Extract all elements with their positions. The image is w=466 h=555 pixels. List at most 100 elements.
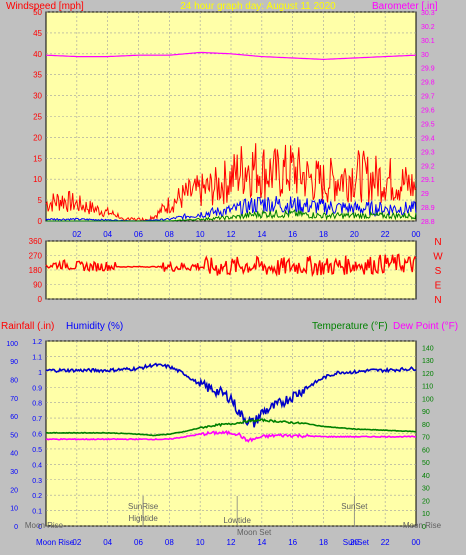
- compass-label: N: [434, 237, 441, 248]
- wind-y-tick-label: 15: [33, 154, 42, 163]
- bottom-x-tick-label: 12: [227, 538, 236, 547]
- temperature-y-tick-label: 0: [422, 524, 426, 531]
- x-tick-label: 16: [288, 230, 297, 239]
- bottom-x-tick-label: 10: [196, 538, 205, 547]
- x-tick-label: 22: [381, 230, 390, 239]
- moonset-label: Moon Set: [237, 528, 272, 537]
- barometer-y-tick-label: 29.2: [421, 163, 435, 170]
- humidity-y-tick-label: 80: [10, 377, 18, 384]
- barometer-y-tick-label: 29.7: [421, 94, 435, 101]
- rainfall-y-tick-label: 0.6: [32, 432, 42, 439]
- direction-y-tick-label: 90: [33, 281, 42, 290]
- humidity-y-tick-label: 30: [10, 469, 18, 476]
- temperature-axis-title: Temperature (°F): [312, 321, 388, 332]
- temperature-y-tick-label: 110: [422, 384, 433, 391]
- barometer-y-tick-label: 30: [421, 52, 429, 59]
- x-tick-label: 10: [196, 230, 205, 239]
- humidity-y-tick-label: 10: [10, 506, 18, 513]
- wind-y-tick-label: 40: [33, 50, 42, 59]
- temperature-y-tick-label: 100: [422, 396, 434, 403]
- bottom-x-tick-label: 16: [288, 538, 297, 547]
- barometer-line: [45, 51, 417, 61]
- humidity-y-tick-label: 100: [6, 341, 18, 348]
- wind-direction-line: [45, 253, 417, 278]
- bottom-x-tick-label: 06: [134, 538, 143, 547]
- rainfall-y-tick-label: 0.4: [32, 462, 42, 469]
- humidity-y-tick-label: 50: [10, 432, 18, 439]
- direction-y-tick-label: 180: [29, 266, 43, 275]
- x-tick-label: 04: [103, 230, 112, 239]
- rainfall-y-tick-label: 0.5: [32, 447, 42, 454]
- wind-y-tick-label: 50: [33, 8, 42, 17]
- wind-y-tick-label: 25: [33, 113, 42, 122]
- bottom-x-tick-label: 02: [72, 538, 81, 547]
- x-tick-label: 20: [350, 230, 359, 239]
- x-tick-label: 00: [412, 230, 421, 239]
- barometer-y-tick-label: 29: [421, 191, 429, 198]
- hightide-label: Hightide: [128, 514, 158, 523]
- humidity-y-tick-label: 60: [10, 414, 18, 421]
- wind-y-tick-label: 30: [33, 92, 42, 101]
- temperature-y-tick-label: 30: [422, 486, 430, 493]
- rainfall-y-tick-label: 0.9: [32, 385, 42, 392]
- bottom-x-tick-label: 18: [319, 538, 328, 547]
- humidity-y-tick-label: 20: [10, 487, 18, 494]
- temperature-y-tick-label: 140: [422, 345, 434, 352]
- x-tick-label: 06: [134, 230, 143, 239]
- humidity-y-tick-label: 90: [10, 359, 18, 366]
- barometer-y-tick-label: 29.1: [421, 177, 435, 184]
- barometer-y-tick-label: 29.5: [421, 121, 435, 128]
- barometer-axis-title: Barometer [.in]: [372, 1, 438, 12]
- compass-label: S: [435, 266, 442, 277]
- temperature-y-tick-label: 80: [422, 422, 430, 429]
- barometer-y-tick-label: 28.9: [421, 205, 435, 212]
- rainfall-y-tick-label: 1.2: [32, 339, 42, 346]
- dewpoint-axis-title: Dew Point (°F): [393, 321, 458, 332]
- compass-label: E: [435, 281, 442, 292]
- rainfall-axis-title: Rainfall (.in): [1, 321, 54, 332]
- barometer-y-tick-label: 29.9: [421, 66, 435, 73]
- humidity-axis-title: Humidity (%): [66, 321, 123, 332]
- direction-y-tick-label: 270: [29, 252, 43, 261]
- x-tick-label: 08: [165, 230, 174, 239]
- barometer-y-tick-label: 29.8: [421, 80, 435, 87]
- rainfall-y-tick-label: 0.8: [32, 401, 42, 408]
- x-tick-label: 02: [72, 230, 81, 239]
- rainfall-y-tick-label: 0.1: [32, 509, 42, 516]
- x-tick-label: 12: [227, 230, 236, 239]
- sunset-label: SunSet: [341, 502, 368, 511]
- direction-y-tick-label: 0: [38, 295, 43, 304]
- temperature-y-tick-label: 20: [422, 498, 430, 505]
- x-tick-label: 18: [319, 230, 328, 239]
- wind-minimum-line: [46, 209, 417, 222]
- rainfall-y-tick-label: 0.3: [32, 478, 42, 485]
- wind-y-tick-label: 45: [33, 29, 42, 38]
- temperature-y-tick-label: 120: [422, 371, 434, 378]
- dewpoint-line: [45, 430, 417, 443]
- footer-sunset-label: SunSet: [343, 538, 370, 547]
- temperature-y-tick-label: 130: [422, 358, 434, 365]
- x-tick-label: 14: [257, 230, 266, 239]
- barometer-y-tick-label: 30.2: [421, 24, 435, 31]
- wind-y-tick-label: 5: [38, 196, 43, 205]
- wind-y-tick-label: 0: [38, 217, 43, 226]
- moonrise-right-label: Moon Rise: [403, 521, 442, 530]
- temperature-y-tick-label: 90: [422, 409, 430, 416]
- footer-moonrise-label: Moon Rise: [36, 538, 75, 547]
- moonrise-left-label: Moon Rise: [25, 521, 64, 530]
- bottom-x-tick-label: 22: [381, 538, 390, 547]
- wind-gust-line: [45, 143, 417, 222]
- temperature-y-tick-label: 60: [422, 447, 430, 454]
- bottom-x-tick-label: 08: [165, 538, 174, 547]
- rainfall-y-tick-label: 0.7: [32, 416, 42, 423]
- bottom-x-tick-label: 14: [257, 538, 266, 547]
- humidity-y-tick-label: 0: [14, 524, 18, 531]
- chart-title: 24 hour graph day: August 11 2020: [180, 1, 336, 12]
- barometer-y-tick-label: 29.6: [421, 108, 435, 115]
- rainfall-y-tick-label: 1: [38, 370, 42, 377]
- bottom-x-tick-label: 04: [103, 538, 112, 547]
- wind-y-tick-label: 10: [33, 175, 42, 184]
- barometer-y-tick-label: 30.1: [421, 38, 435, 45]
